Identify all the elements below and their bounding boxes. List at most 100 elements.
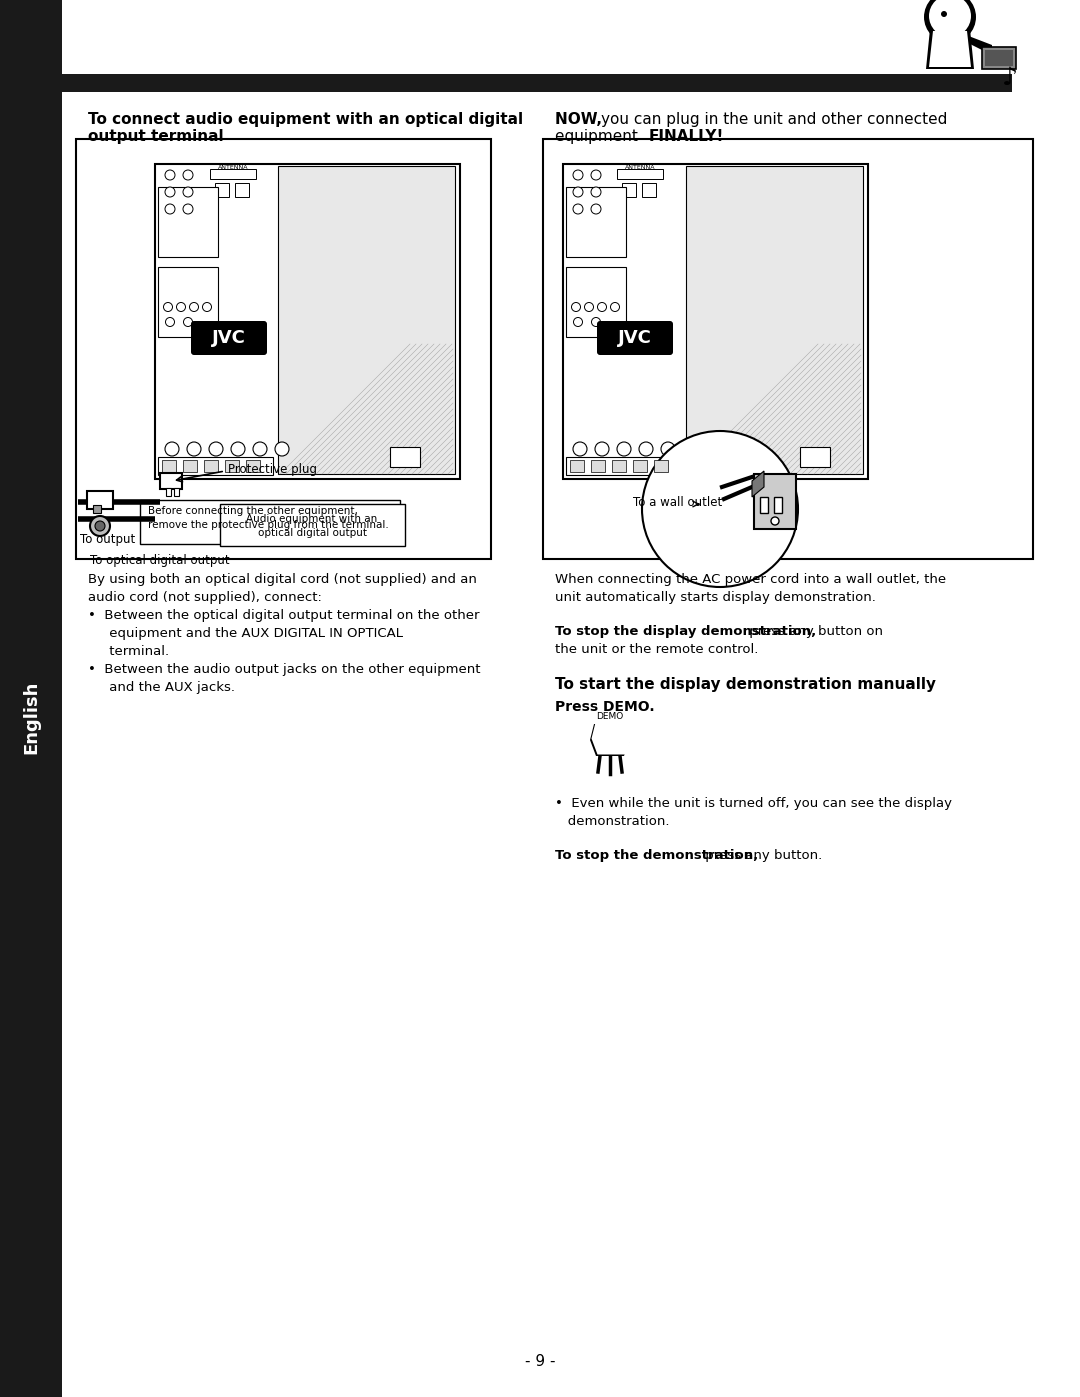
Text: unit automatically starts display demonstration.: unit automatically starts display demons… <box>555 591 876 604</box>
Bar <box>210 169 256 179</box>
Circle shape <box>275 441 289 455</box>
Text: press any button on: press any button on <box>745 624 883 638</box>
Circle shape <box>573 204 583 214</box>
Circle shape <box>165 204 175 214</box>
Bar <box>754 474 796 529</box>
Bar <box>87 490 113 509</box>
Bar <box>166 488 171 496</box>
Bar <box>774 497 782 513</box>
Bar <box>563 163 868 479</box>
Text: terminal.: terminal. <box>87 645 170 658</box>
Text: audio cord (not supplied), connect:: audio cord (not supplied), connect: <box>87 591 322 604</box>
Bar <box>204 460 218 472</box>
Circle shape <box>639 441 653 455</box>
Bar <box>220 504 405 546</box>
Bar <box>686 166 863 474</box>
Circle shape <box>941 11 947 17</box>
Circle shape <box>184 317 192 327</box>
Circle shape <box>187 441 201 455</box>
Circle shape <box>165 317 175 327</box>
Circle shape <box>924 0 976 43</box>
Bar <box>160 474 183 489</box>
Text: To output: To output <box>80 532 135 545</box>
Bar <box>543 138 1032 559</box>
Circle shape <box>189 303 199 312</box>
Text: English: English <box>22 680 40 754</box>
Bar <box>162 460 176 472</box>
Bar <box>62 74 1012 92</box>
Text: ANTENNA: ANTENNA <box>624 165 656 170</box>
Text: demonstration.: demonstration. <box>555 814 670 828</box>
Circle shape <box>573 317 582 327</box>
Circle shape <box>231 441 245 455</box>
Text: ANTENNA: ANTENNA <box>218 165 248 170</box>
Circle shape <box>597 303 607 312</box>
Text: Press DEMO.: Press DEMO. <box>555 700 654 714</box>
Circle shape <box>584 303 594 312</box>
Circle shape <box>183 204 193 214</box>
Text: output terminal: output terminal <box>87 129 224 144</box>
Bar <box>235 183 249 197</box>
Circle shape <box>176 303 186 312</box>
Text: To stop the display demonstration,: To stop the display demonstration, <box>555 624 816 638</box>
Bar <box>158 267 218 337</box>
Text: To connect audio equipment with an optical digital: To connect audio equipment with an optic… <box>87 112 523 127</box>
Bar <box>174 488 179 496</box>
Text: - 9 -: - 9 - <box>525 1354 555 1369</box>
Bar <box>612 460 626 472</box>
Bar <box>158 187 218 257</box>
Polygon shape <box>592 722 632 754</box>
FancyBboxPatch shape <box>191 321 267 355</box>
Bar <box>0 0 62 1397</box>
Text: To a wall outlet: To a wall outlet <box>633 496 723 509</box>
Text: Before connecting the other equipment,: Before connecting the other equipment, <box>148 506 357 515</box>
Polygon shape <box>926 29 974 68</box>
Text: equipment: equipment <box>555 129 643 144</box>
Text: optical digital output: optical digital output <box>257 528 366 538</box>
Text: FINALLY!: FINALLY! <box>649 129 725 144</box>
Bar <box>246 460 260 472</box>
Bar <box>566 267 626 337</box>
Text: press any button.: press any button. <box>701 849 822 862</box>
Text: and the AUX jacks.: and the AUX jacks. <box>87 680 235 694</box>
Bar <box>215 183 229 197</box>
Bar <box>225 460 239 472</box>
Bar <box>800 447 831 467</box>
Polygon shape <box>752 471 764 497</box>
Bar <box>566 187 626 257</box>
Circle shape <box>183 187 193 197</box>
Text: DEMO: DEMO <box>596 712 623 721</box>
Bar <box>76 138 491 559</box>
Text: To optical digital output: To optical digital output <box>90 555 230 567</box>
Bar <box>156 163 460 479</box>
Bar <box>642 183 656 197</box>
Text: By using both an optical digital cord (not supplied) and an: By using both an optical digital cord (n… <box>87 573 477 585</box>
FancyBboxPatch shape <box>597 321 673 355</box>
Circle shape <box>163 303 173 312</box>
Text: equipment and the AUX DIGITAL IN OPTICAL: equipment and the AUX DIGITAL IN OPTICAL <box>87 627 403 640</box>
Text: JVC: JVC <box>618 330 652 346</box>
Circle shape <box>95 521 105 531</box>
Circle shape <box>595 441 609 455</box>
Bar <box>654 460 669 472</box>
Circle shape <box>183 170 193 180</box>
Bar <box>985 50 1013 66</box>
Bar <box>760 497 768 513</box>
Bar <box>591 460 605 472</box>
Circle shape <box>610 303 620 312</box>
Bar <box>183 460 197 472</box>
Bar <box>566 457 681 475</box>
Text: JVC: JVC <box>212 330 246 346</box>
Text: •  Between the optical digital output terminal on the other: • Between the optical digital output ter… <box>87 609 480 622</box>
Circle shape <box>573 441 588 455</box>
Bar <box>982 47 1016 68</box>
Bar <box>390 447 420 467</box>
Circle shape <box>165 170 175 180</box>
Circle shape <box>253 441 267 455</box>
Text: Audio equipment with an: Audio equipment with an <box>246 514 378 524</box>
Bar <box>570 460 584 472</box>
Circle shape <box>571 303 581 312</box>
Bar <box>633 460 647 472</box>
Polygon shape <box>590 724 630 756</box>
Circle shape <box>165 187 175 197</box>
